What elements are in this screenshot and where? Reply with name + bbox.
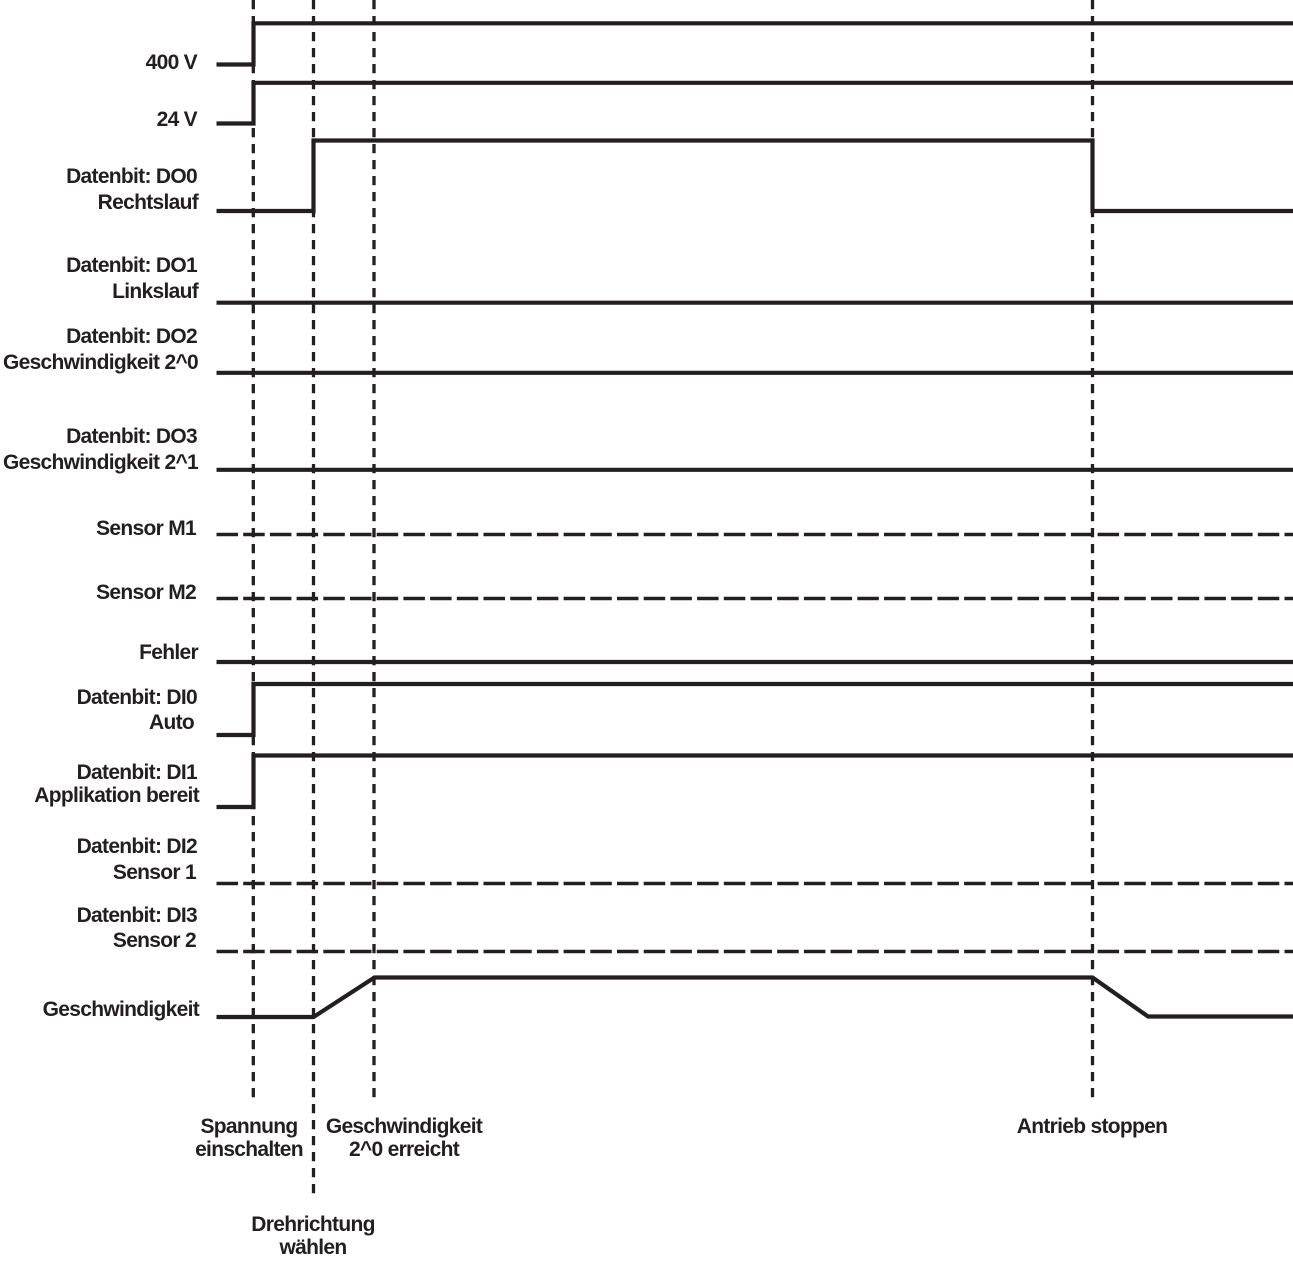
svg-text:24 V: 24 V (157, 108, 198, 131)
svg-text:Geschwindigkeit 2^1: Geschwindigkeit 2^1 (3, 451, 199, 474)
svg-text:Datenbit: DI2: Datenbit: DI2 (77, 835, 197, 858)
svg-text:Geschwindigkeit 2^0: Geschwindigkeit 2^0 (3, 351, 198, 374)
svg-text:Sensor M1: Sensor M1 (96, 517, 197, 540)
svg-text:Sensor M2: Sensor M2 (96, 581, 196, 604)
svg-text:Geschwindigkeit: Geschwindigkeit (326, 1115, 483, 1138)
svg-text:Fehler: Fehler (139, 641, 198, 664)
svg-text:Spannung: Spannung (200, 1115, 297, 1138)
svg-text:Datenbit: DI0: Datenbit: DI0 (77, 686, 197, 709)
svg-text:Sensor 1: Sensor 1 (113, 861, 197, 884)
svg-text:Sensor 2: Sensor 2 (113, 929, 196, 952)
svg-text:wählen: wählen (279, 1236, 347, 1259)
svg-text:400 V: 400 V (146, 51, 198, 74)
svg-text:Datenbit: DI3: Datenbit: DI3 (77, 904, 197, 927)
svg-text:Datenbit: DI1: Datenbit: DI1 (77, 761, 198, 784)
svg-text:Applikation bereit: Applikation bereit (34, 784, 199, 807)
svg-text:Datenbit: DO3: Datenbit: DO3 (66, 425, 197, 448)
svg-text:Datenbit: DO2: Datenbit: DO2 (66, 325, 197, 348)
svg-text:Geschwindigkeit: Geschwindigkeit (43, 998, 200, 1021)
svg-text:Datenbit: DO0: Datenbit: DO0 (66, 165, 197, 188)
svg-text:einschalten: einschalten (195, 1138, 303, 1161)
svg-text:Linkslauf: Linkslauf (112, 280, 200, 303)
svg-text:Antrieb stoppen: Antrieb stoppen (1017, 1115, 1168, 1138)
svg-text:2^0 erreicht: 2^0 erreicht (349, 1138, 460, 1161)
svg-text:Drehrichtung: Drehrichtung (251, 1213, 374, 1236)
svg-text:Auto: Auto (149, 711, 194, 734)
svg-text:Datenbit: DO1: Datenbit: DO1 (66, 254, 198, 277)
svg-text:Rechtslauf: Rechtslauf (98, 191, 200, 214)
